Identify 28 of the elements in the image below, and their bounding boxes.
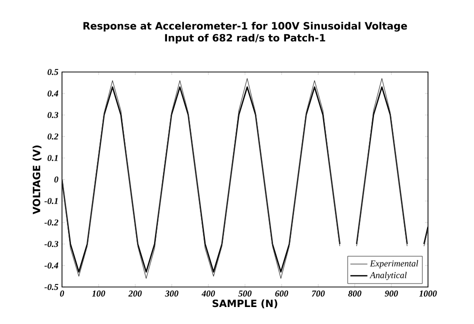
y-tick-label: 0.3 [48, 112, 58, 118]
y-tick-label: 0 [54, 176, 58, 183]
y-tick-label: -0.2 [44, 219, 58, 226]
x-tick-label: 300 [165, 290, 178, 297]
x-tick-label: 900 [384, 290, 398, 297]
y-tick-label: 0.2 [48, 133, 58, 140]
y-tick-label: -0.3 [44, 240, 58, 248]
x-tick-label: 200 [128, 290, 142, 297]
y-tick-label: 0.5 [48, 68, 58, 76]
x-tick-label: 400 [202, 290, 215, 297]
chart-title: Response at Accelerometer-1 for 100V Sinusoidal Voltage [83, 22, 407, 32]
y-tick-label: 0.1 [48, 154, 58, 162]
x-tick-label: 0 [60, 290, 64, 297]
x-tick-label: 100 [92, 290, 106, 297]
y-tick-label: -0.4 [44, 262, 58, 269]
y-axis-title: VOLTAGE (V) [32, 146, 42, 214]
chart-subtitle: Input of 682 rad/s to Patch-1 [165, 34, 326, 44]
legend-label: Analytical [370, 272, 407, 280]
y-tick-label: -0.1 [44, 198, 58, 204]
x-tick-label: 500 [238, 290, 252, 297]
x-axis-title: SAMPLE (N) [212, 299, 278, 308]
y-tick-label: -0.5 [44, 284, 58, 290]
x-tick-label: 700 [312, 290, 325, 297]
x-tick-label: 600 [275, 290, 288, 297]
x-tick-label: 1000 [419, 290, 437, 297]
legend-label: Experimental [370, 260, 418, 268]
x-tick-label: 800 [348, 290, 362, 297]
y-tick-label: 0.4 [48, 90, 58, 97]
